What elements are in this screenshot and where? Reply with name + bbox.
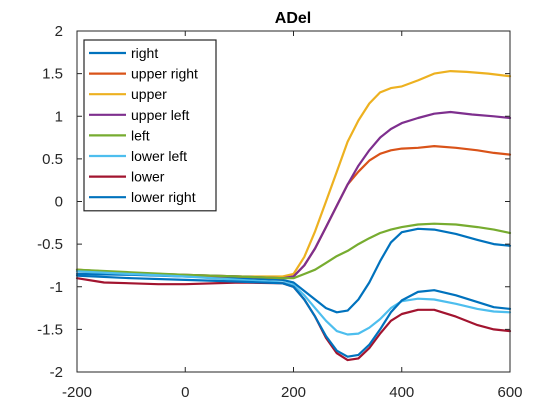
series-line-5 [77,271,510,334]
y-axis-tick-labels: -2 -1.5 -1 -0.5 0 0.5 1 1.5 2 [37,23,63,381]
y-tick-label-1: -1.5 [37,321,63,338]
x-tick-label-3: 400 [389,384,414,401]
x-axis-tick-labels: -200 0 200 400 600 [62,384,523,401]
x-tick-label-1: 0 [181,384,189,401]
y-tick-label-5: 0.5 [42,151,63,168]
y-tick-label-2: -1 [50,279,63,296]
y-tick-label-6: 1 [55,108,63,125]
series-line-0 [77,229,510,312]
series-line-7 [77,276,510,357]
x-tick-label-0: -200 [62,384,92,401]
y-tick-label-7: 1.5 [42,66,63,83]
legend-label-2: upper [131,86,167,102]
legend-label-3: upper left [131,107,189,123]
legend-label-1: upper right [131,66,198,82]
x-tick-label-4: 600 [497,384,522,401]
y-tick-label-0: -2 [50,364,63,381]
legend: right upper right upper upper left left lower… [84,40,216,211]
x-tick-label-2: 200 [281,384,306,401]
legend-label-5: lower left [131,148,187,164]
y-tick-label-4: 0 [55,194,63,211]
y-tick-label-8: 2 [55,23,63,40]
series-line-6 [77,278,510,360]
legend-label-0: right [131,45,158,61]
legend-label-6: lower [131,169,165,185]
legend-label-4: left [131,127,150,143]
legend-label-7: lower right [131,189,196,205]
chart-title: ADel [275,10,311,27]
y-tick-label-3: -0.5 [37,236,63,253]
